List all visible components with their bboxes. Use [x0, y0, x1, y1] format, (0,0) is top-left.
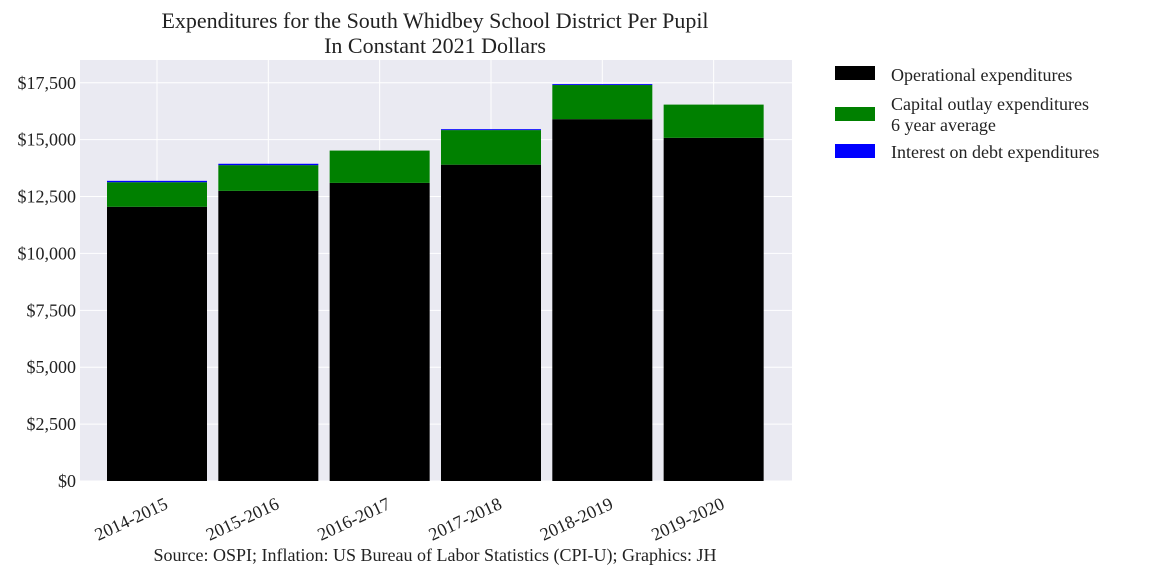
x-tick-label: 2015-2016 — [203, 493, 282, 544]
chart-title: Expenditures for the South Whidbey Schoo… — [161, 8, 708, 33]
bar-segment-3 — [552, 84, 653, 86]
y-tick-label: $15,000 — [18, 130, 77, 150]
x-tick-label: 2014-2015 — [92, 493, 171, 544]
bar-segment-2 — [663, 104, 764, 138]
bar-segment-1 — [107, 206, 207, 482]
legend-label-2: Capital outlay expenditures 6 year averag… — [891, 94, 1089, 135]
chart-subtitle: In Constant 2021 Dollars — [324, 33, 546, 58]
y-tick-label: $5,000 — [27, 357, 77, 377]
legend: Operational expenditures Capital outlay e… — [835, 65, 1099, 162]
x-tick-label: 2019-2020 — [648, 493, 727, 544]
bar-segment-3 — [107, 180, 207, 183]
bar-segment-1 — [329, 182, 430, 482]
x-tick-label: 2016-2017 — [314, 493, 393, 544]
bars — [107, 84, 764, 482]
y-tick-label: $7,500 — [27, 300, 77, 320]
bar-segment-2 — [107, 182, 207, 207]
x-tick-label: 2017-2018 — [426, 493, 505, 544]
x-axis-ticks: 2014-2015 2015-2016 2016-2017 2017-2018 2018… — [92, 493, 728, 544]
bar-segment-2 — [329, 150, 430, 183]
y-tick-label: $10,000 — [18, 243, 77, 263]
bar-segment-2 — [440, 130, 541, 165]
x-tick-label: 2018-2019 — [537, 493, 616, 544]
bar-segment-2 — [552, 85, 653, 120]
bar-segment-1 — [218, 190, 319, 481]
legend-swatch-3 — [835, 144, 875, 158]
legend-swatch-1 — [835, 66, 875, 80]
bar-segment-1 — [552, 119, 653, 481]
legend-label-1: Operational expenditures — [891, 65, 1072, 85]
y-axis-ticks: $0 $2,500 $5,000 $7,500 $10,000 $12,500 $15,00… — [18, 73, 77, 491]
bar-segment-2 — [218, 165, 319, 191]
y-tick-label: $2,500 — [27, 414, 77, 434]
y-tick-label: $0 — [58, 471, 76, 491]
bar-segment-1 — [663, 137, 764, 481]
bar-segment-1 — [440, 164, 541, 481]
source-note: Source: OSPI; Inflation: US Bureau of La… — [154, 545, 717, 566]
legend-label-3: Interest on debt expenditures — [891, 142, 1099, 162]
y-tick-label: $17,500 — [18, 73, 77, 93]
legend-swatch-2 — [835, 107, 875, 121]
bar-segment-3 — [218, 163, 319, 166]
y-tick-label: $12,500 — [18, 187, 77, 207]
bar-segment-3 — [440, 129, 541, 131]
